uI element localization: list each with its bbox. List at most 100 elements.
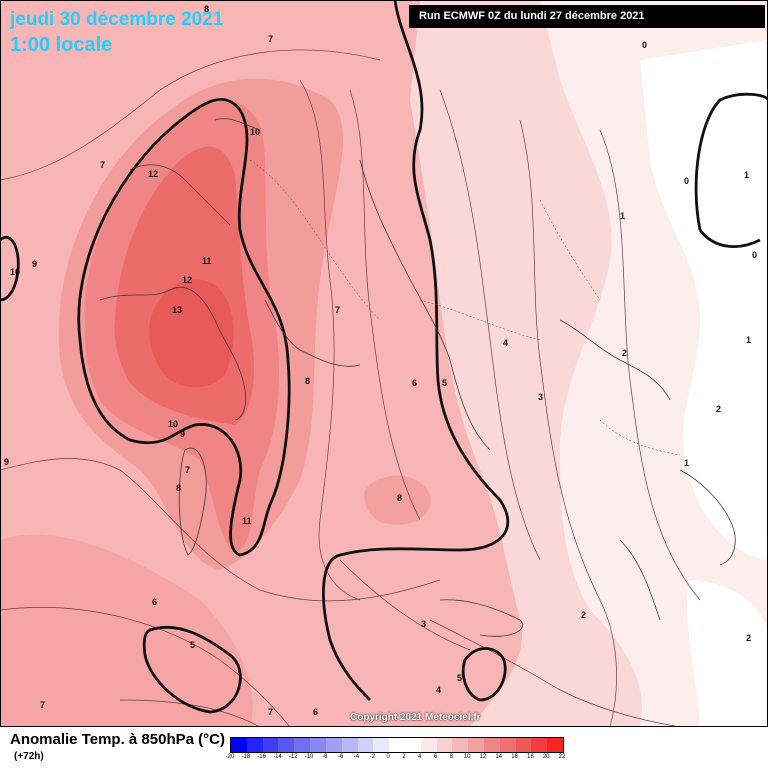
contour-label: 7 — [268, 34, 273, 44]
contour-label: 8 — [204, 4, 209, 14]
forecast-time-title: 1:00 locale — [10, 34, 113, 56]
contour-label: 5 — [442, 378, 447, 388]
contour-label: 10 — [168, 419, 178, 429]
color-scale-tick: -2 — [369, 754, 375, 760]
color-scale-tick: 8 — [449, 754, 453, 760]
color-scale-tick: -6 — [337, 754, 344, 760]
color-scale-tick: 6 — [433, 754, 438, 760]
color-swatch — [373, 738, 390, 752]
color-swatch — [325, 738, 342, 752]
color-swatch — [515, 738, 532, 752]
color-scale-tick: -10 — [304, 754, 314, 760]
contour-label: 0 — [752, 250, 757, 260]
color-scale-tick: 4 — [418, 754, 422, 760]
color-scale — [230, 737, 564, 753]
forecast-date-title: jeudi 30 décembre 2021 — [10, 9, 224, 30]
color-scale-tick: 0 — [386, 754, 390, 760]
color-swatch — [531, 738, 548, 752]
contour-label: 3 — [538, 392, 543, 402]
model-run-label: Run ECMWF 0Z du lundi 27 décembre 2021 — [409, 5, 765, 28]
contour-label: 12 — [148, 169, 158, 179]
contour-label: 7 — [185, 465, 190, 475]
color-swatch — [389, 738, 405, 752]
contour-label-group: 8 7 0 10 12 7 10 9 11 12 13 7 8 6 5 4 3 … — [4, 4, 757, 717]
contour-label: 4 — [503, 338, 508, 348]
color-scale-tick: -20 — [225, 754, 235, 760]
contour-label: 5 — [190, 640, 195, 650]
copyright-label: Copyright 2021 Meteociel.fr — [350, 712, 481, 723]
contour-label: 8 — [305, 376, 310, 386]
contour-label: 0 — [684, 176, 689, 186]
color-swatch — [294, 738, 311, 752]
anomaly-zone-south-warm — [0, 534, 253, 727]
contour-label: 7 — [100, 160, 105, 170]
color-swatch — [310, 738, 326, 752]
legend-footer: Anomalie Temp. à 850hPa (°C) (+72h) -20-… — [0, 727, 768, 768]
contour-label: 13 — [172, 305, 182, 315]
contour-label: 10 — [250, 127, 260, 137]
contour-label: 4 — [436, 685, 441, 695]
contour-label: 1 — [746, 335, 751, 345]
contour-label: 6 — [313, 707, 318, 717]
contour-label: 7 — [268, 707, 273, 717]
contour-label: 1 — [744, 170, 749, 180]
contour-label: 2 — [746, 633, 751, 643]
color-scale-tick: 16 — [511, 754, 518, 760]
color-scale-tick: -4 — [353, 754, 360, 760]
color-swatch — [547, 738, 564, 752]
temperature-anomaly-map: 8 7 0 10 12 7 10 9 11 12 13 7 8 6 5 4 3 … — [0, 0, 768, 727]
contour-label: 6 — [152, 597, 157, 607]
color-swatch — [278, 738, 295, 752]
isotherm-lines — [0, 49, 701, 727]
contour-label: 7 — [40, 700, 45, 710]
lead-time-label: (+72h) — [14, 751, 44, 762]
variable-label: Anomalie Temp. à 850hPa (°C) — [10, 731, 225, 748]
color-swatch — [231, 738, 247, 752]
color-scale-tick: -14 — [273, 754, 282, 760]
color-scale-tick: -18 — [241, 754, 251, 760]
color-scale-tick: 18 — [527, 754, 534, 760]
color-swatch — [341, 738, 358, 752]
color-scale-tick: -8 — [322, 754, 328, 760]
color-scale-tick: 20 — [542, 754, 550, 760]
contour-label: 9 — [32, 259, 37, 269]
color-scale-tick: 2 — [402, 754, 406, 760]
color-swatch — [420, 738, 437, 752]
color-swatch — [262, 738, 279, 752]
coastlines — [99, 118, 736, 637]
contour-label: 12 — [182, 275, 192, 285]
contour-label: 2 — [716, 404, 721, 414]
color-swatch — [436, 738, 453, 752]
contour-label: 8 — [176, 483, 181, 493]
contour-label: 3 — [421, 619, 426, 629]
contour-label: 7 — [335, 305, 340, 315]
contour-label: 11 — [242, 516, 252, 526]
color-scale-ticks: -20 -18 -16 -14 -12 -10 -8 -6 -4 -2 0 2 4 6 8 10 12 14 16 1… — [226, 754, 566, 764]
color-scale-tick: 14 — [495, 754, 503, 760]
color-scale-tick: 22 — [558, 754, 566, 760]
color-scale-tick: -16 — [257, 754, 266, 760]
contour-label: 11 — [202, 256, 212, 266]
country-borders — [249, 159, 681, 456]
contour-label: 1 — [620, 211, 625, 221]
color-swatch — [404, 738, 421, 752]
contour-label: 10 — [10, 267, 20, 277]
color-scale-tick: -12 — [288, 754, 298, 760]
contour-label: 5 — [457, 673, 462, 683]
contour-label: 9 — [4, 457, 9, 467]
anomaly-zone-core — [149, 279, 234, 388]
anomaly-zone-white-south — [687, 580, 768, 727]
contour-label: 6 — [412, 378, 417, 388]
contour-label: 0 — [642, 40, 647, 50]
color-swatch — [484, 738, 500, 752]
contour-label: 2 — [581, 610, 586, 620]
color-swatch — [357, 738, 374, 752]
color-swatch — [499, 738, 516, 752]
color-swatch — [246, 738, 263, 752]
color-scale-tick: 12 — [479, 754, 487, 760]
anomaly-zone-white — [640, 40, 768, 560]
anomaly-zone-east-8 — [364, 475, 431, 525]
contour-label: 9 — [180, 429, 185, 439]
color-scale-tick: 10 — [463, 754, 471, 760]
contour-label: 1 — [684, 458, 689, 468]
